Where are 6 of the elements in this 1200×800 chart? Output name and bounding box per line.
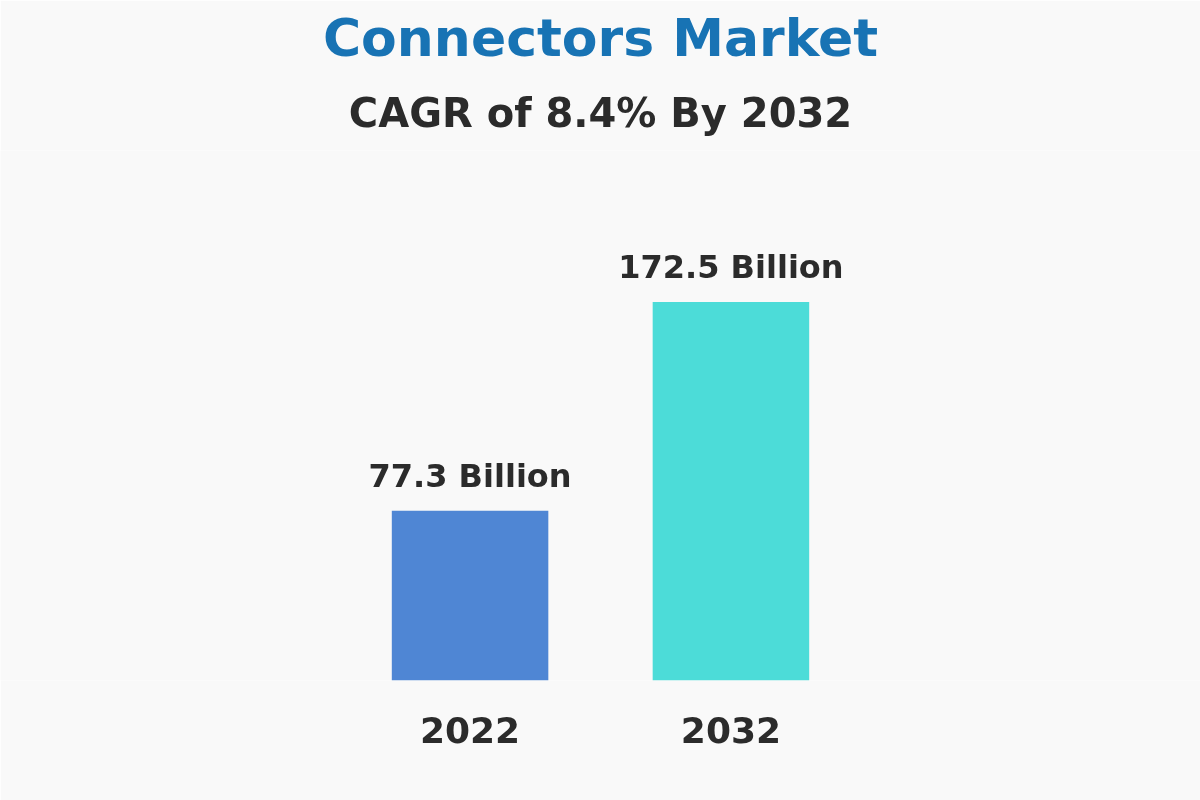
x-tick-label: 2022 [419,709,521,751]
data-label: 172.5 Billion [618,247,844,286]
x-tick-label: 2032 [680,709,782,751]
chart-title: Connectors Market [322,7,879,68]
chart-subtitle: CAGR of 8.4% By 2032 [348,89,853,136]
data-label: 77.3 Billion [368,456,572,495]
